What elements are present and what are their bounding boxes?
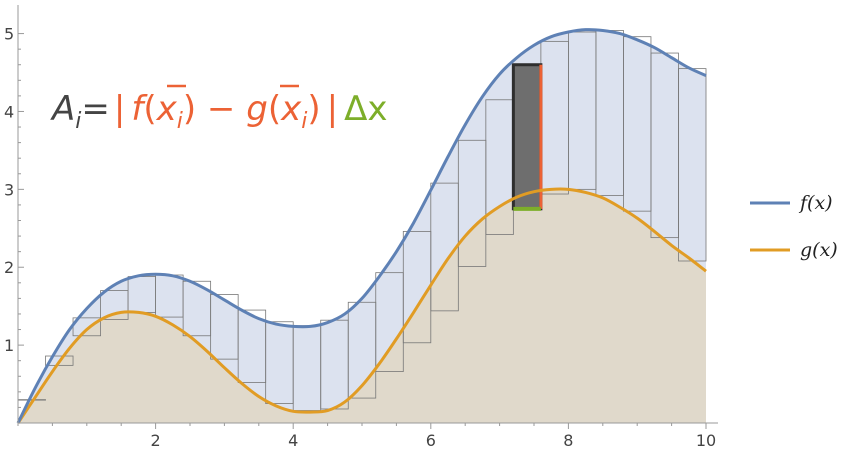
f-curve-line: [16, 28, 707, 424]
formula-paren-close-1: ): [183, 89, 196, 129]
riemann-rectangle: [45, 355, 74, 366]
riemann-rectangles: [17, 30, 707, 411]
g-curve-line: [16, 187, 707, 424]
formula-a: A: [50, 89, 75, 129]
formula-xbar-1-subscript: i: [177, 109, 183, 134]
y-tick-label: 5: [4, 25, 14, 44]
formula-equals: =: [81, 89, 110, 129]
formula-paren-close-2: ): [307, 89, 320, 129]
x-tick-label: 6: [426, 431, 436, 450]
y-tick-label: 3: [4, 180, 14, 199]
formula-xbar-1: x: [156, 89, 178, 129]
legend-g-label: g(x): [800, 239, 838, 261]
curves: [16, 28, 707, 424]
formula-delta-x: Δx: [344, 89, 387, 129]
formula-paren-open-2: (: [268, 89, 281, 129]
formula-paren-open-1: (: [143, 89, 156, 129]
legend: f(x) g(x): [750, 192, 838, 261]
formula-minus: −: [196, 89, 246, 129]
x-tick-label: 10: [696, 431, 716, 450]
highlighted-rectangle-body: [511, 63, 543, 211]
formula-abs-open: |: [114, 89, 125, 129]
formula-a-subscript: i: [75, 109, 81, 134]
y-tick-label: 1: [4, 336, 14, 355]
x-tick-label: 8: [563, 431, 573, 450]
y-tick-label: 2: [4, 258, 14, 277]
legend-f-label: f(x): [798, 192, 833, 214]
formula-abs-close: |: [327, 89, 338, 129]
area-under-g: [18, 189, 706, 423]
formula-xbar-2-subscript: i: [301, 109, 307, 134]
x-tick-label: 2: [151, 431, 161, 450]
formula-xbar-2: x: [280, 89, 302, 129]
area-under-g-fill: [18, 189, 706, 423]
highlighted-rectangle: [511, 63, 543, 211]
x-tick-label: 4: [288, 431, 298, 450]
formula-g: g: [246, 89, 268, 129]
y-tick-label: 4: [4, 102, 14, 121]
area-formula: Ai= | f(xi) − g(xi) | Δx: [50, 89, 387, 134]
